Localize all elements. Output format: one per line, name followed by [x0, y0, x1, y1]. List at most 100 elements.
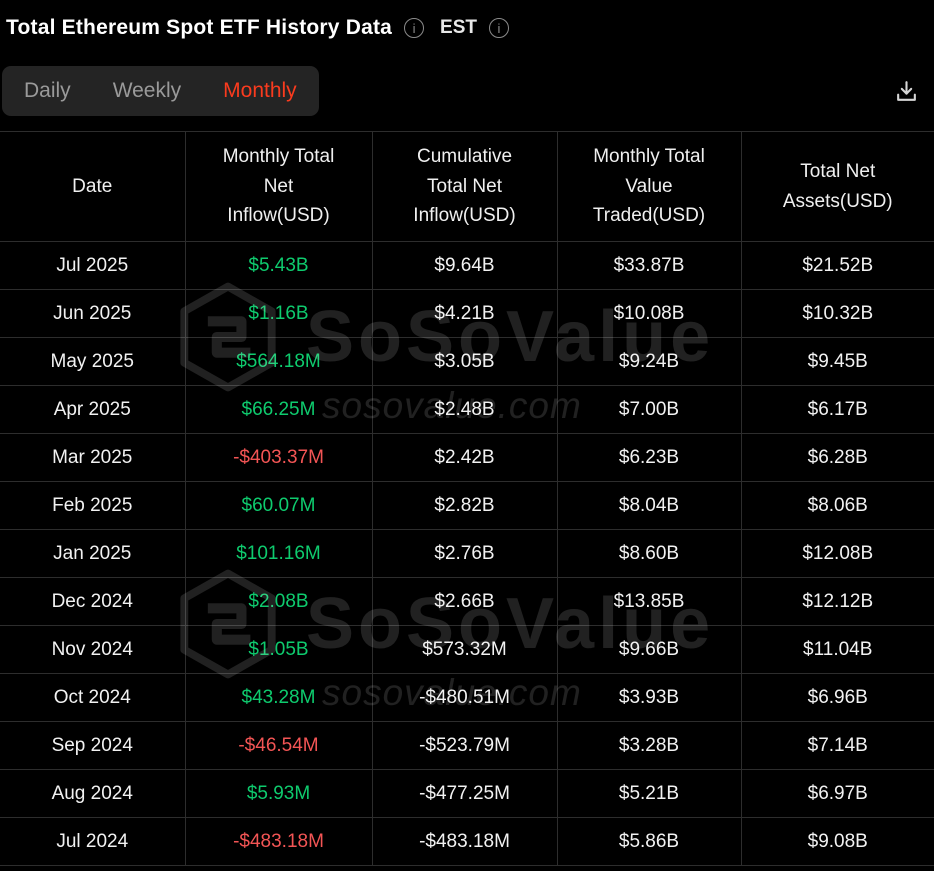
date-cell: Jul 2024 — [0, 817, 186, 866]
value-cell: -$523.79M — [371, 721, 558, 770]
value-cell: $33.87B — [556, 241, 742, 290]
column-header-assets: Total Net Assets(USD) — [740, 131, 934, 242]
date-cell: May 2025 — [0, 337, 186, 386]
value-cell: $10.32B — [740, 289, 934, 338]
value-cell: $9.24B — [556, 337, 742, 386]
value-cell: $12.08B — [740, 529, 934, 578]
date-cell: Sep 2024 — [0, 721, 186, 770]
table-row: Aug 2024 $5.93M -$477.25M $5.21B $6.97B — [0, 769, 934, 818]
date-cell: Nov 2024 — [0, 625, 186, 674]
date-cell: Dec 2024 — [0, 577, 186, 626]
value-cell: -$403.37M — [184, 433, 373, 482]
value-cell: -$483.18M — [184, 817, 373, 866]
value-cell: $9.08B — [740, 817, 934, 866]
date-cell: Mar 2025 — [0, 433, 186, 482]
history-table: Date Monthly Total Net Inflow(USD) Cumul… — [0, 131, 934, 866]
table-row: Apr 2025 $66.25M $2.48B $7.00B $6.17B — [0, 385, 934, 434]
date-cell: Jan 2025 — [0, 529, 186, 578]
table-row: Jan 2025 $101.16M $2.76B $8.60B $12.08B — [0, 529, 934, 578]
value-cell: $3.93B — [556, 673, 742, 722]
value-cell: $6.97B — [740, 769, 934, 818]
value-cell: -$480.51M — [371, 673, 558, 722]
value-cell: $6.96B — [740, 673, 934, 722]
table-row: Jul 2025 $5.43B $9.64B $33.87B $21.52B — [0, 241, 934, 290]
table-row: Mar 2025 -$403.37M $2.42B $6.23B $6.28B — [0, 433, 934, 482]
header: Total Ethereum Spot ETF History Data i E… — [0, 0, 934, 44]
value-cell: $1.05B — [184, 625, 373, 674]
value-cell: $2.08B — [184, 577, 373, 626]
value-cell: $7.00B — [556, 385, 742, 434]
timezone-info-icon[interactable]: i — [488, 18, 509, 38]
value-cell: $10.08B — [556, 289, 742, 338]
value-cell: $2.82B — [371, 481, 558, 530]
timezone-label: EST — [440, 17, 477, 38]
table-row: May 2025 $564.18M $3.05B $9.24B $9.45B — [0, 337, 934, 386]
date-cell: Jul 2025 — [0, 241, 186, 290]
value-cell: $21.52B — [740, 241, 934, 290]
value-cell: $564.18M — [184, 337, 373, 386]
tab-weekly[interactable]: Weekly — [112, 79, 182, 102]
value-cell: $5.43B — [184, 241, 373, 290]
table-row: Sep 2024 -$46.54M -$523.79M $3.28B $7.14B — [0, 721, 934, 770]
download-button[interactable] — [893, 79, 920, 104]
value-cell: $2.76B — [371, 529, 558, 578]
value-cell: $7.14B — [740, 721, 934, 770]
table-row: Jul 2024 -$483.18M -$483.18M $5.86B $9.08B — [0, 817, 934, 866]
value-cell: $8.06B — [740, 481, 934, 530]
table-row: Oct 2024 $43.28M -$480.51M $3.93B $6.96B — [0, 673, 934, 722]
value-cell: $1.16B — [184, 289, 373, 338]
value-cell: -$483.18M — [371, 817, 558, 866]
value-cell: $6.28B — [740, 433, 934, 482]
value-cell: $11.04B — [740, 625, 934, 674]
date-cell: Aug 2024 — [0, 769, 186, 818]
value-cell: $5.93M — [184, 769, 373, 818]
value-cell: $66.25M — [184, 385, 373, 434]
value-cell: $9.45B — [740, 337, 934, 386]
value-cell: $3.05B — [371, 337, 558, 386]
date-cell: Apr 2025 — [0, 385, 186, 434]
value-cell: $2.48B — [371, 385, 558, 434]
history-table-wrap: Date Monthly Total Net Inflow(USD) Cumul… — [0, 131, 934, 866]
value-cell: $13.85B — [556, 577, 742, 626]
table-row: Jun 2025 $1.16B $4.21B $10.08B $10.32B — [0, 289, 934, 338]
column-header-traded: Monthly Total Value Traded(USD) — [556, 131, 742, 242]
table-row: Feb 2025 $60.07M $2.82B $8.04B $8.06B — [0, 481, 934, 530]
value-cell: $5.21B — [556, 769, 742, 818]
value-cell: $6.23B — [556, 433, 742, 482]
value-cell: $8.04B — [556, 481, 742, 530]
value-cell: -$477.25M — [371, 769, 558, 818]
value-cell: $2.66B — [371, 577, 558, 626]
interval-tabs: Daily Weekly Monthly — [2, 66, 319, 116]
table-row: Nov 2024 $1.05B $573.32M $9.66B $11.04B — [0, 625, 934, 674]
value-cell: $101.16M — [184, 529, 373, 578]
value-cell: -$46.54M — [184, 721, 373, 770]
value-cell: $9.66B — [556, 625, 742, 674]
value-cell: $12.12B — [740, 577, 934, 626]
value-cell: $60.07M — [184, 481, 373, 530]
value-cell: $43.28M — [184, 673, 373, 722]
value-cell: $6.17B — [740, 385, 934, 434]
tab-daily[interactable]: Daily — [24, 79, 71, 102]
value-cell: $2.42B — [371, 433, 558, 482]
column-header-cumulative: Cumulative Total Net Inflow(USD) — [371, 131, 558, 242]
date-cell: Jun 2025 — [0, 289, 186, 338]
value-cell: $573.32M — [371, 625, 558, 674]
date-cell: Oct 2024 — [0, 673, 186, 722]
title-info-icon[interactable]: i — [404, 18, 425, 38]
table-row: Dec 2024 $2.08B $2.66B $13.85B $12.12B — [0, 577, 934, 626]
value-cell: $3.28B — [556, 721, 742, 770]
column-header-inflow: Monthly Total Net Inflow(USD) — [184, 131, 373, 242]
value-cell: $4.21B — [371, 289, 558, 338]
toolbar: Daily Weekly Monthly — [0, 66, 934, 116]
header-row: Date Monthly Total Net Inflow(USD) Cumul… — [0, 131, 934, 242]
value-cell: $5.86B — [556, 817, 742, 866]
tab-monthly[interactable]: Monthly — [223, 79, 297, 102]
page-title: Total Ethereum Spot ETF History Data — [6, 16, 393, 39]
value-cell: $8.60B — [556, 529, 742, 578]
date-cell: Feb 2025 — [0, 481, 186, 530]
download-icon — [893, 79, 920, 104]
value-cell: $9.64B — [371, 241, 558, 290]
column-header-date: Date — [0, 131, 186, 242]
table-body: Jul 2025 $5.43B $9.64B $33.87B $21.52B Jun 20… — [0, 241, 934, 866]
